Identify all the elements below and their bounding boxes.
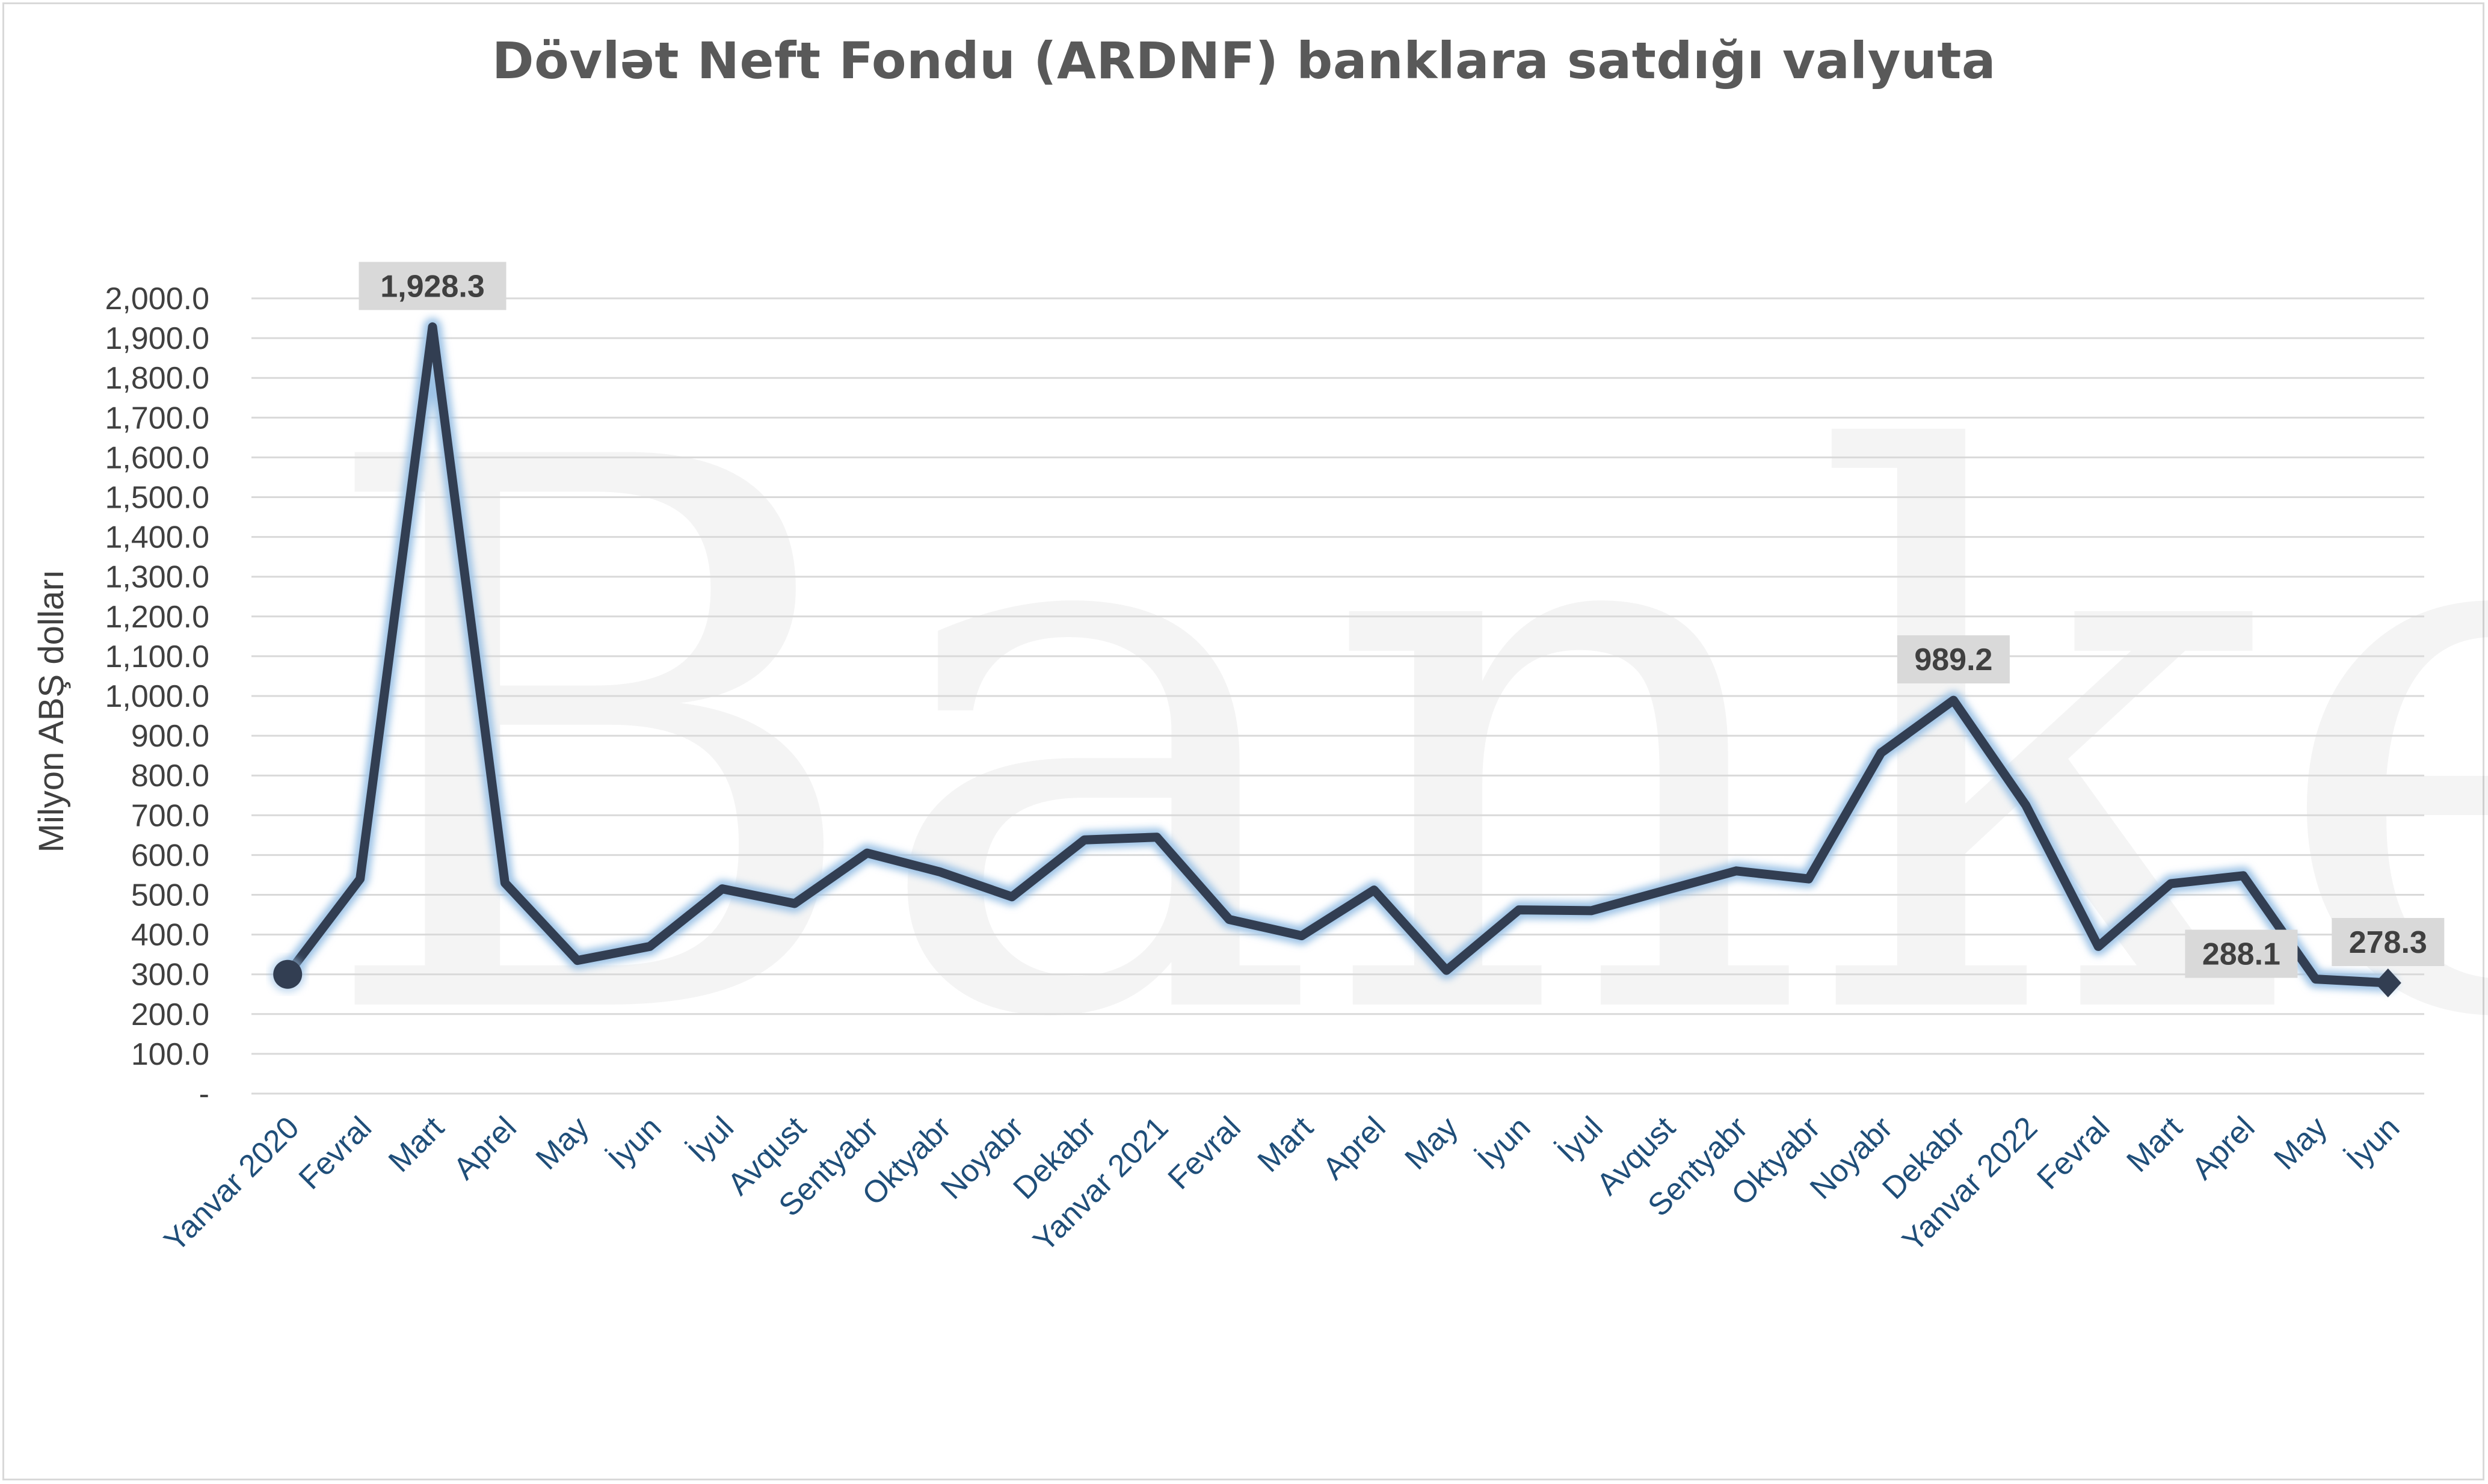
x-tick-label: Yanvar 2020 <box>158 1110 306 1258</box>
data-point <box>428 322 437 331</box>
data-point <box>1225 915 1234 924</box>
y-axis-label: Milyon ABŞ dolları <box>32 570 71 853</box>
data-point <box>935 867 944 876</box>
data-point <box>1877 748 1885 757</box>
y-tick-label: 300.0 <box>131 958 209 993</box>
data-point <box>1008 892 1017 901</box>
y-tick-label: 1,400.0 <box>105 520 210 555</box>
data-point <box>1370 885 1379 894</box>
data-point <box>2311 974 2320 984</box>
data-label-box <box>1897 635 2010 684</box>
data-label-box <box>359 262 507 310</box>
watermark: Banker.az <box>313 301 2488 1184</box>
y-tick-label: 200.0 <box>131 997 209 1032</box>
data-label: 1,928.3 <box>380 269 485 304</box>
end-marker <box>2374 968 2401 998</box>
data-point <box>2094 942 2103 951</box>
y-tick-label: 1,600.0 <box>105 440 210 475</box>
data-point <box>718 884 727 893</box>
data-point <box>863 849 872 858</box>
data-labels: 1,928.3 989.2 288.1 278.3 <box>359 262 2445 978</box>
watermark-text: Banker.az <box>313 301 2488 1184</box>
data-point <box>1949 696 1958 705</box>
data-point <box>1659 886 1668 895</box>
data-point <box>1153 833 1161 842</box>
y-tick-label: 600.0 <box>131 838 209 873</box>
y-tick-label: 1,300.0 <box>105 560 210 595</box>
y-tick-label: 500.0 <box>131 878 209 913</box>
data-point <box>1442 966 1451 975</box>
data-label: 989.2 <box>1914 642 1992 677</box>
data-label: 288.1 <box>2202 937 2280 972</box>
y-tick-label: 700.0 <box>131 798 209 833</box>
data-point <box>1515 905 1523 914</box>
y-tick-label: 1,000.0 <box>105 679 210 714</box>
data-point <box>1587 906 1596 915</box>
y-tick-label: 800.0 <box>131 759 209 793</box>
y-tick-label: 1,200.0 <box>105 600 210 635</box>
series-line-path <box>283 322 2393 988</box>
y-tick-label: - <box>199 1077 209 1112</box>
data-point <box>2021 801 2030 810</box>
series-line <box>269 318 2401 998</box>
data-label-box <box>2185 929 2298 978</box>
data-label-box <box>2332 918 2445 967</box>
gridlines <box>251 297 2424 1095</box>
y-tick-label: 1,700.0 <box>105 401 210 436</box>
y-tick-label: 400.0 <box>131 918 209 953</box>
data-point <box>2239 871 2247 880</box>
chart-title: Dövlət Neft Fondu (ARDNF) banklara satdı… <box>491 31 1997 90</box>
data-point <box>645 942 654 951</box>
data-point <box>1732 866 1741 875</box>
y-tick-label: 1,800.0 <box>105 361 210 396</box>
y-tick-label: 900.0 <box>131 719 209 754</box>
data-point <box>1804 875 1813 884</box>
y-tick-label: 2,000.0 <box>105 282 210 316</box>
y-tick-label: 100.0 <box>131 1037 209 1072</box>
y-axis-ticks: - 100.0 200.0 300.0 400.0 500.0 600.0 700.0 800.… <box>105 282 210 1112</box>
data-point <box>1297 931 1306 940</box>
data-point <box>2166 879 2175 888</box>
y-tick-label: 1,900.0 <box>105 321 210 356</box>
data-point <box>573 956 582 965</box>
data-point <box>1080 836 1089 845</box>
data-point <box>356 875 365 884</box>
y-tick-label: 1,100.0 <box>105 639 210 674</box>
y-tick-label: 1,500.0 <box>105 481 210 516</box>
data-label: 278.3 <box>2349 925 2427 960</box>
data-point <box>790 899 799 908</box>
start-marker <box>273 959 303 989</box>
data-point <box>500 878 510 887</box>
